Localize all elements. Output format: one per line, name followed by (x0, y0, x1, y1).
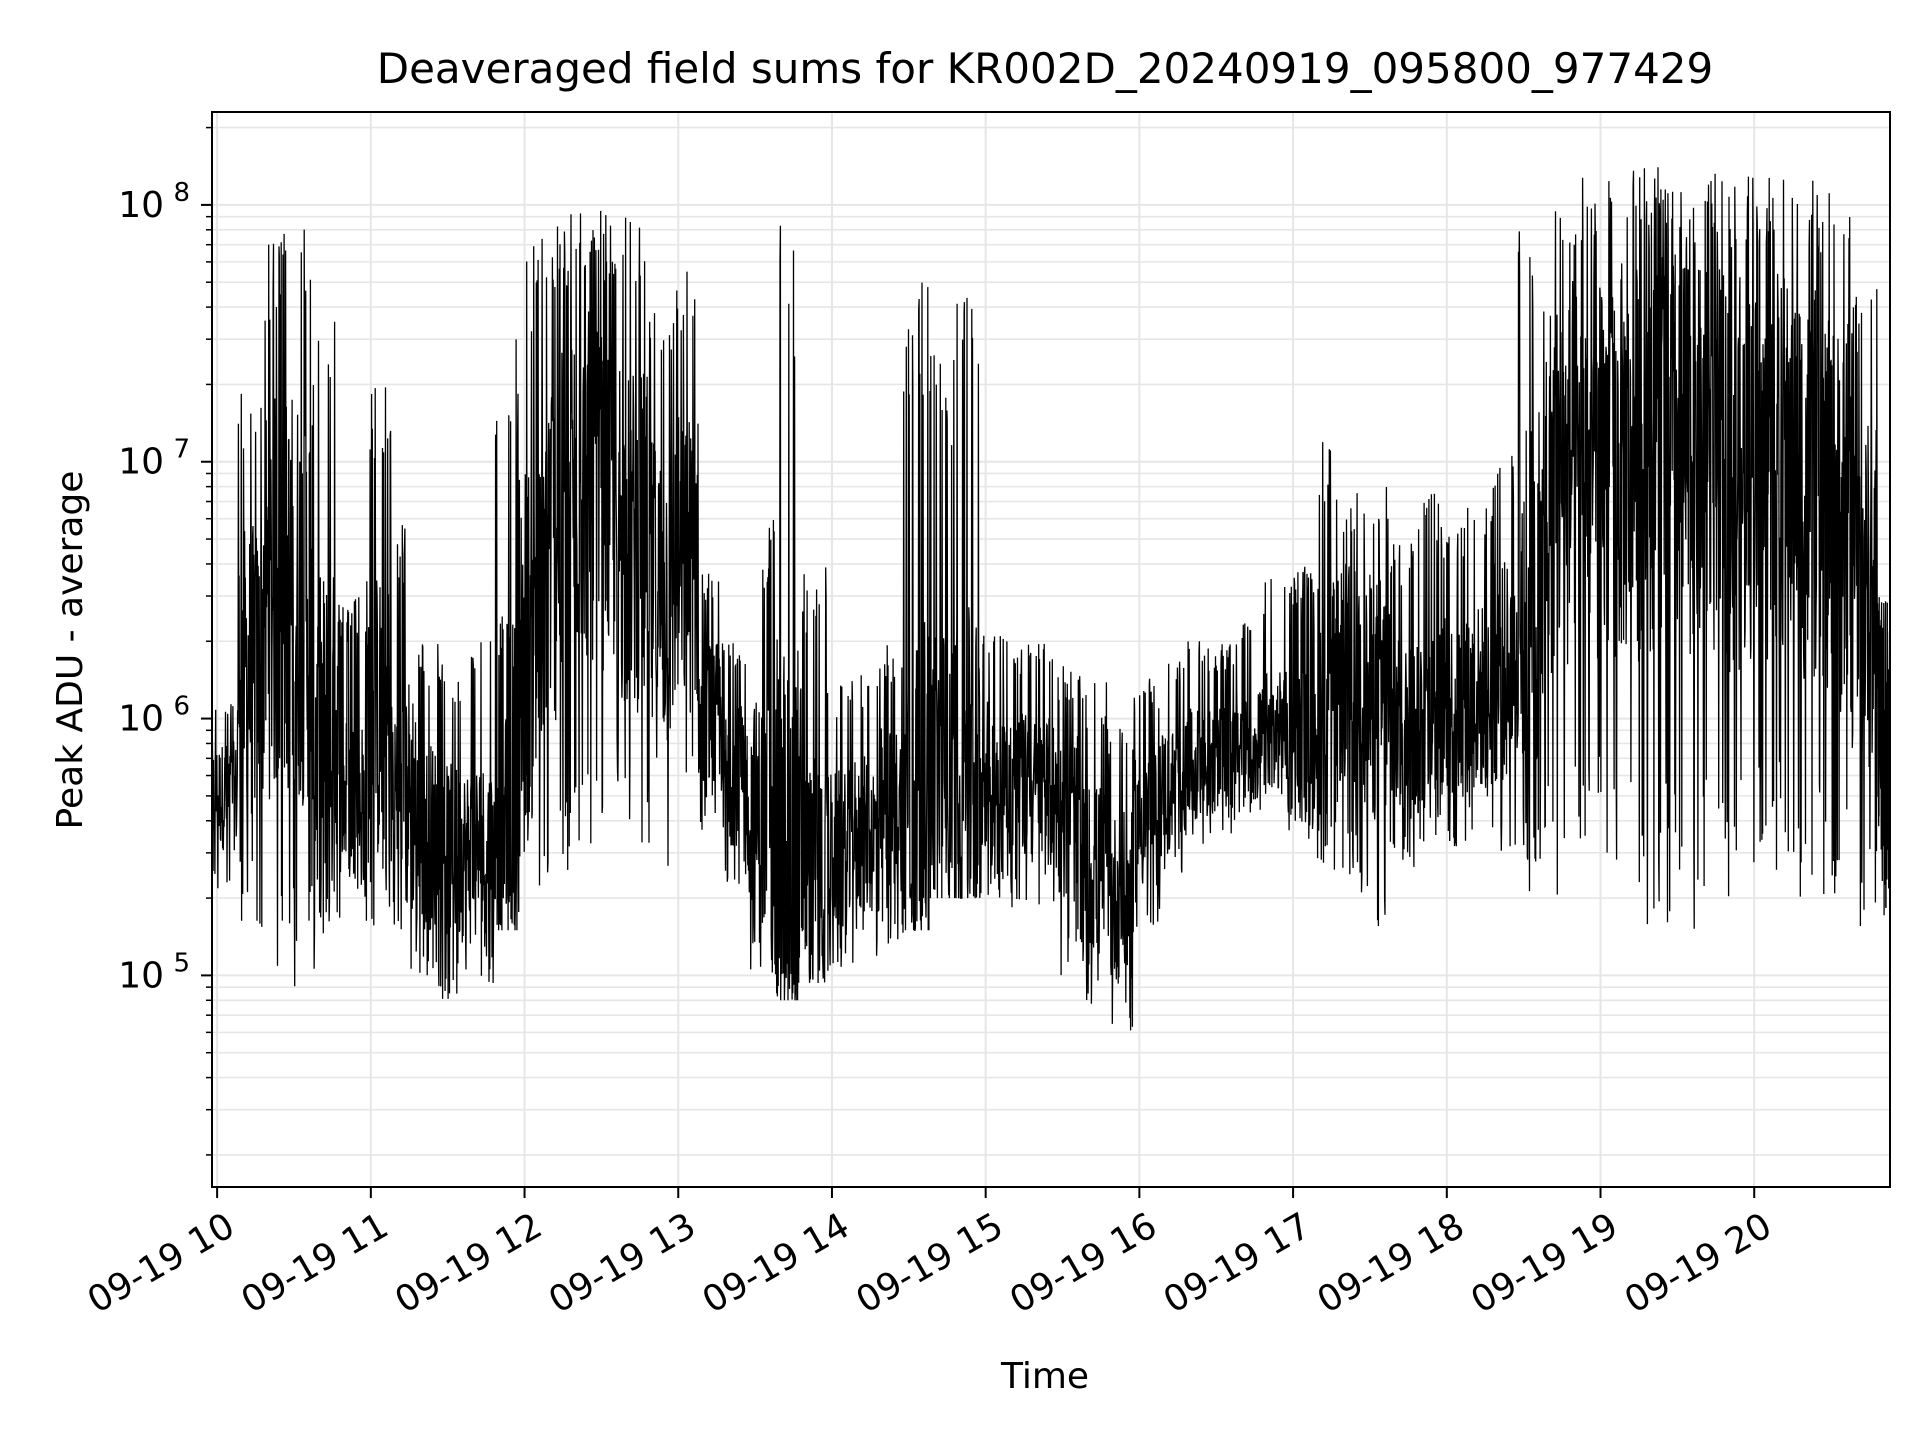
y-axis-label: Peak ADU - average (50, 471, 91, 830)
x-axis-label: Time (1000, 1356, 1089, 1397)
y-tick-label-exponent: 7 (173, 435, 190, 465)
series-line (211, 167, 1891, 1031)
series (211, 167, 1891, 1031)
y-tick-label-exponent: 8 (173, 178, 190, 208)
plot-frame (211, 111, 1891, 1188)
y-tick-label-exponent: 6 (173, 692, 190, 722)
chart-title: Deaveraged field sums for KR002D_2024091… (377, 44, 1714, 93)
y-tick-label-exponent: 5 (173, 948, 190, 978)
